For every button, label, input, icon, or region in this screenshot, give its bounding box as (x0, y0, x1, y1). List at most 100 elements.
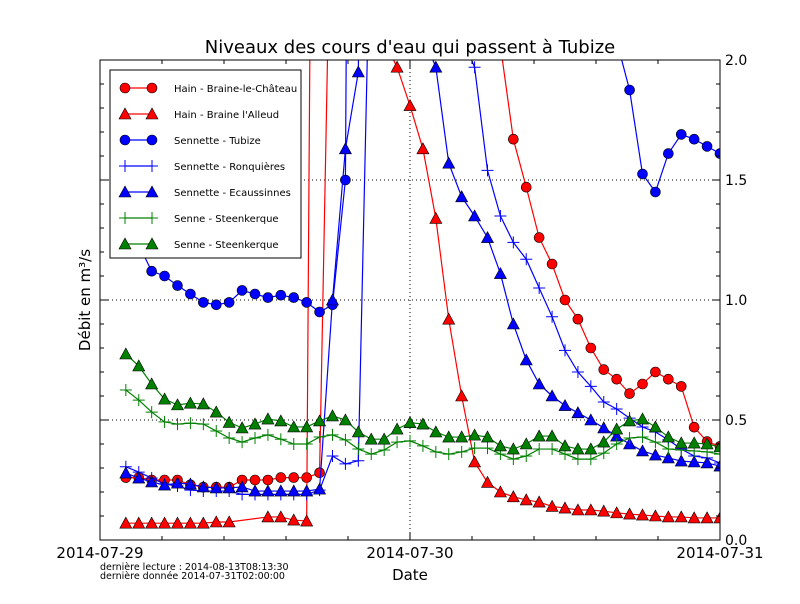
data-point (403, 416, 417, 428)
data-point (648, 509, 662, 522)
data-point (532, 429, 546, 442)
data-point (262, 292, 274, 303)
data-point (377, 432, 391, 445)
data-point (416, 417, 430, 430)
legend-box (109, 69, 302, 259)
legend-label: Senne - Steenkerque (174, 240, 279, 251)
data-point (623, 507, 637, 520)
data-point (442, 312, 456, 325)
data-point (183, 477, 197, 490)
data-point (455, 445, 468, 458)
data-point (261, 412, 275, 425)
data-point (687, 436, 701, 449)
data-point (571, 503, 585, 516)
data-point (688, 133, 700, 145)
data-point (119, 384, 132, 396)
x-tick-label: 2014-07-30 (366, 544, 453, 562)
data-point (559, 344, 571, 357)
data-point (248, 484, 262, 497)
legend-label: Sennette - Ecaussinnes (174, 188, 291, 199)
data-point (662, 443, 675, 456)
data-point (700, 437, 714, 450)
legend-marker (146, 82, 158, 94)
data-point (365, 448, 378, 461)
data-point (119, 466, 133, 479)
data-point (559, 294, 571, 306)
data-point (235, 421, 249, 434)
legend: Hain - Braine-le-Château Hain - Braine l… (109, 69, 302, 259)
data-point (210, 425, 223, 438)
data-point (688, 421, 700, 433)
legend-label: Hain - Braine l'Alleud (174, 110, 279, 121)
legend-marker (146, 212, 158, 224)
data-point (546, 443, 559, 456)
data-point (339, 433, 352, 446)
data-point (170, 398, 185, 411)
data-point (584, 380, 597, 393)
data-point (700, 511, 714, 524)
data-point (301, 297, 312, 308)
data-point (598, 364, 610, 375)
data-point (520, 450, 533, 462)
data-point (275, 472, 287, 483)
data-point (687, 511, 701, 524)
data-point (196, 516, 210, 529)
data-point (506, 490, 520, 503)
y-tick-label: 2.0 (725, 53, 747, 69)
legend-marker (145, 107, 159, 120)
data-point (429, 60, 443, 73)
data-point (300, 484, 314, 497)
x-axis-label: Date (392, 566, 428, 584)
data-point (533, 443, 546, 456)
data-point (416, 439, 429, 452)
legend-marker (119, 134, 131, 146)
data-point (585, 342, 597, 354)
data-point (119, 347, 133, 360)
series-2 (133, 60, 720, 318)
data-point (455, 389, 469, 402)
data-point (455, 190, 469, 203)
data-point (288, 292, 300, 303)
data-point (507, 453, 520, 466)
data-point (249, 432, 261, 444)
data-point (546, 258, 558, 270)
data-point (597, 447, 610, 460)
legend-label: Hain - Braine-le-Château (174, 83, 297, 95)
data-point (236, 436, 249, 449)
legend-marker (118, 107, 132, 120)
data-point (532, 495, 546, 508)
data-point (170, 516, 185, 529)
data-point (248, 417, 262, 430)
data-point (119, 516, 133, 529)
data-point (687, 455, 701, 468)
data-point (223, 432, 236, 444)
data-point (648, 448, 662, 461)
data-point (480, 430, 495, 443)
data-point (572, 313, 584, 325)
data-point (287, 513, 301, 526)
x-tick-label: 2014-07-31 (676, 544, 763, 562)
data-point (442, 448, 455, 461)
data-point (571, 406, 585, 419)
data-point (183, 396, 197, 409)
data-point (636, 431, 649, 444)
legend-marker (119, 212, 131, 224)
data-point (637, 378, 648, 390)
data-point (519, 437, 533, 450)
data-point (170, 476, 185, 489)
data-point (325, 409, 340, 422)
data-point (145, 377, 159, 390)
data-point (183, 516, 197, 529)
series-layer (119, 60, 720, 529)
data-point (635, 444, 650, 457)
data-point (597, 396, 610, 408)
data-point (674, 454, 688, 467)
data-point (558, 501, 572, 514)
data-point (209, 405, 223, 418)
data-point (507, 236, 520, 249)
y-tick-label: 0.0 (725, 533, 747, 549)
data-point (533, 232, 545, 243)
data-point (222, 415, 236, 428)
data-point (145, 475, 159, 488)
data-point (661, 510, 675, 523)
